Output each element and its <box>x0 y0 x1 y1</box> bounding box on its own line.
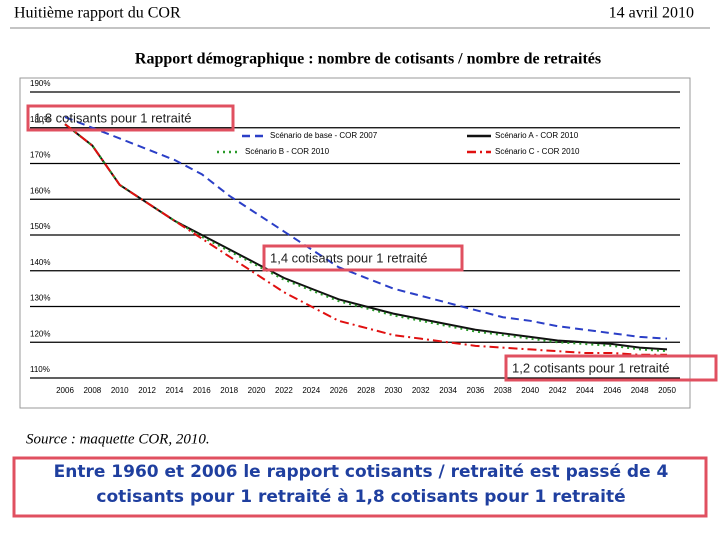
x-tick-label: 2012 <box>138 386 156 395</box>
x-tick-label: 2050 <box>658 386 676 395</box>
x-tick-label: 2016 <box>193 386 211 395</box>
callout-box <box>262 244 464 272</box>
callout-box <box>26 104 235 132</box>
legend-label: Scénario B - COR 2010 <box>245 147 330 156</box>
y-tick-label: 150% <box>30 222 50 231</box>
footer-wrap: Entre 1960 et 2006 le rapport cotisants … <box>53 462 669 507</box>
series-line <box>64 123 668 353</box>
x-tick-label: 2038 <box>494 386 512 395</box>
x-tick-label: 2024 <box>302 386 320 395</box>
footer-text: Entre 1960 et 2006 le rapport cotisants … <box>53 462 669 507</box>
y-tick-label: 110% <box>30 365 50 374</box>
x-tick-label: 2014 <box>166 386 184 395</box>
y-tick-label: 140% <box>30 258 50 267</box>
callout: 1,8 cotisants pour 1 retraité <box>34 110 192 125</box>
y-tick-label: 160% <box>30 186 50 195</box>
x-tick-label: 2018 <box>220 386 238 395</box>
y-tick-label: 180% <box>30 115 50 124</box>
series-line <box>64 123 667 356</box>
source: Source : maquette COR, 2010. <box>26 431 210 447</box>
legend-label: Scénario de base - COR 2007 <box>270 131 378 140</box>
y-tick-label: 120% <box>30 329 50 338</box>
chart-frame <box>19 77 691 409</box>
x-tick-label: 2006 <box>56 386 74 395</box>
x-tick-label: 2022 <box>275 386 293 395</box>
series-line <box>64 116 668 340</box>
series-line <box>64 123 668 351</box>
x-tick-label: 2040 <box>521 386 539 395</box>
x-tick-label: 2042 <box>549 386 567 395</box>
x-tick-label: 2028 <box>357 386 375 395</box>
chart-title: Rapport démographique : nombre de cotisa… <box>135 51 601 68</box>
y-tick-label: 130% <box>30 294 50 303</box>
header-right: 14 avril 2010 <box>609 5 694 22</box>
x-tick-label: 2036 <box>467 386 485 395</box>
y-tick-label: 190% <box>30 79 50 88</box>
x-tick-label: 2008 <box>83 386 101 395</box>
x-tick-label: 2010 <box>111 386 129 395</box>
header-left: Huitième rapport du COR <box>14 5 181 22</box>
x-tick-label: 2020 <box>248 386 266 395</box>
legend-label: Scénario A - COR 2010 <box>495 131 579 140</box>
x-tick-label: 2044 <box>576 386 594 395</box>
x-tick-label: 2030 <box>384 386 402 395</box>
plot: 110% 120% 130% 140% 150% 160% 170% 180% 190% 2006… <box>30 79 680 395</box>
legend-label: Scénario C - COR 2010 <box>495 147 580 156</box>
y-tick-label: 170% <box>30 151 50 160</box>
callout: 1,4 cotisants pour 1 retraité <box>270 250 428 265</box>
x-tick-label: 2034 <box>439 386 457 395</box>
x-tick-label: 2048 <box>631 386 649 395</box>
callout: 1,2 cotisants pour 1 retraité <box>512 360 670 375</box>
x-tick-label: 2026 <box>330 386 348 395</box>
x-tick-label: 2046 <box>603 386 621 395</box>
x-tick-label: 2032 <box>412 386 430 395</box>
footer-box <box>12 456 708 518</box>
callout-box <box>504 354 718 382</box>
